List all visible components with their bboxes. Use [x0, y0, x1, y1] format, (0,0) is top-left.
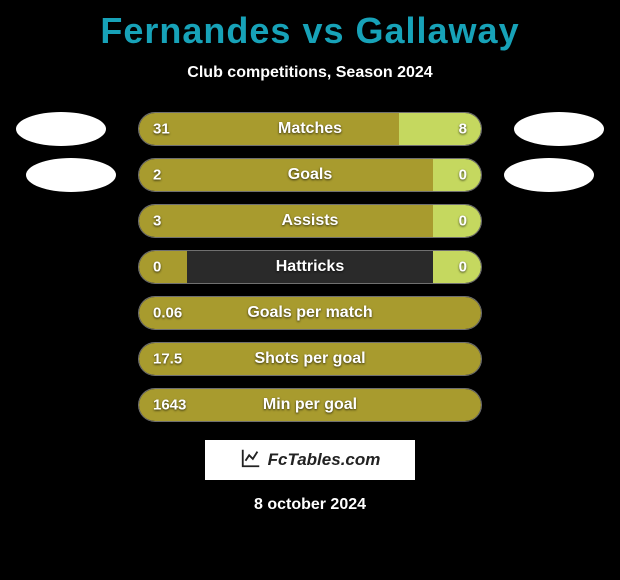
player-right-badge-2: [504, 158, 594, 192]
stat-row: 318Matches: [138, 112, 482, 146]
stat-label: Hattricks: [139, 258, 481, 276]
stat-row: 17.5Shots per goal: [138, 342, 482, 376]
stat-row: 0.06Goals per match: [138, 296, 482, 330]
bar-fill-right: [433, 205, 481, 237]
bar-fill-left: [139, 251, 187, 283]
bar-fill-full: [139, 389, 481, 421]
stats-area: 318Matches 20Goals 30Assists 00Hattricks 0.0…: [0, 112, 620, 422]
bar-fill-full: [139, 343, 481, 375]
stat-row: 1643Min per goal: [138, 388, 482, 422]
bar-fill-left: [139, 159, 433, 191]
subtitle: Club competitions, Season 2024: [0, 64, 620, 82]
player-left-badge-2: [26, 158, 116, 192]
chart-icon: [240, 447, 262, 474]
player-left-badge-1: [16, 112, 106, 146]
watermark: FcTables.com: [205, 440, 415, 480]
stat-row: 30Assists: [138, 204, 482, 238]
page-title: Fernandes vs Gallaway: [0, 0, 620, 52]
stat-row: 20Goals: [138, 158, 482, 192]
bar-fill-right: [433, 159, 481, 191]
player-right-badge-1: [514, 112, 604, 146]
watermark-text: FcTables.com: [268, 450, 381, 470]
bar-fill-left: [139, 205, 433, 237]
bar-fill-left: [139, 113, 399, 145]
bar-fill-right: [399, 113, 481, 145]
bar-fill-full: [139, 297, 481, 329]
stats-bars: 318Matches 20Goals 30Assists 00Hattricks 0.0…: [138, 112, 482, 422]
stat-row: 00Hattricks: [138, 250, 482, 284]
date: 8 october 2024: [0, 496, 620, 514]
bar-fill-right: [433, 251, 481, 283]
